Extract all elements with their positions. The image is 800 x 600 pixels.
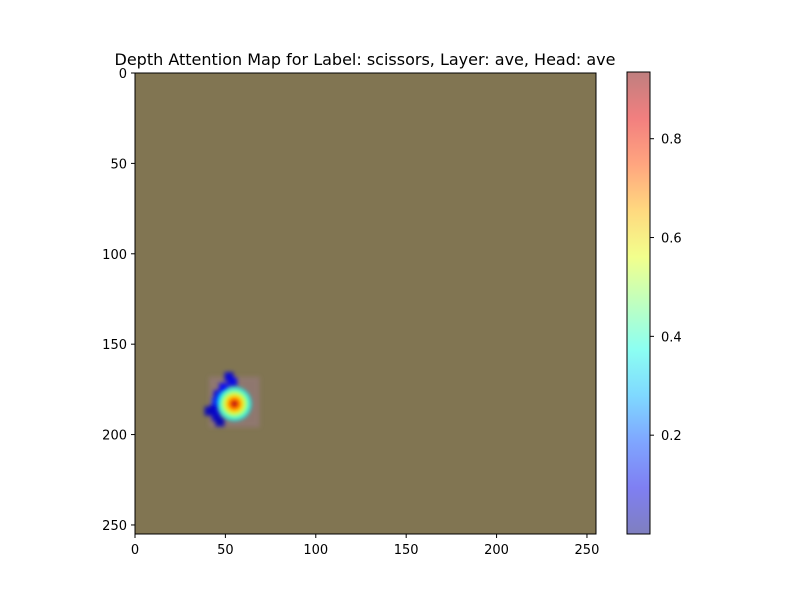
attention-blob — [228, 377, 238, 387]
y-axis-ticks: 0 50 100 150 200 250 — [102, 67, 135, 534]
attention-blob — [219, 383, 229, 393]
x-tick-label: 150 — [394, 543, 419, 558]
attention-blob — [211, 411, 221, 422]
colorbar-gradient — [627, 72, 650, 534]
chart-title: Depth Attention Map for Label: scissors,… — [115, 50, 616, 69]
x-tick-label: 200 — [484, 543, 509, 558]
hotspot-core — [232, 401, 237, 407]
x-tick-label: 50 — [217, 543, 234, 558]
y-tick-label: 250 — [102, 519, 127, 534]
attention-blob — [224, 372, 234, 382]
heatmap-frame — [134, 72, 597, 535]
colorbar-tick-label: 0.4 — [661, 330, 682, 345]
colorbar: 0.2 0.4 0.6 0.8 — [626, 71, 682, 535]
y-tick-label: 150 — [102, 338, 127, 353]
colorbar-tick-label: 0.6 — [661, 232, 682, 247]
attention-blob — [215, 417, 225, 427]
attention-blob — [210, 404, 220, 414]
x-tick-label: 0 — [131, 543, 139, 558]
colorbar-frame — [626, 71, 651, 535]
x-axis-ticks: 0 50 100 150 200 250 — [131, 534, 600, 558]
colorbar-ticks: 0.2 0.4 0.6 0.8 — [650, 133, 682, 444]
heatmap-axes: 0 50 100 150 200 250 0 50 100 150 200 250 — [102, 67, 599, 558]
y-tick-label: 0 — [119, 67, 127, 82]
attention-blob — [204, 406, 214, 416]
x-tick-label: 250 — [575, 543, 600, 558]
colorbar-tick-label: 0.2 — [661, 429, 682, 444]
attention-blob — [211, 397, 221, 407]
attention-heat-layer — [204, 372, 260, 428]
attention-blob — [213, 390, 223, 400]
colorbar-tick-label: 0.8 — [661, 133, 682, 148]
attention-hotspot — [217, 386, 252, 422]
y-tick-label: 100 — [102, 248, 127, 263]
y-tick-label: 50 — [110, 157, 127, 172]
x-tick-label: 100 — [303, 543, 328, 558]
heatmap-background — [135, 73, 596, 534]
y-tick-label: 200 — [102, 429, 127, 444]
